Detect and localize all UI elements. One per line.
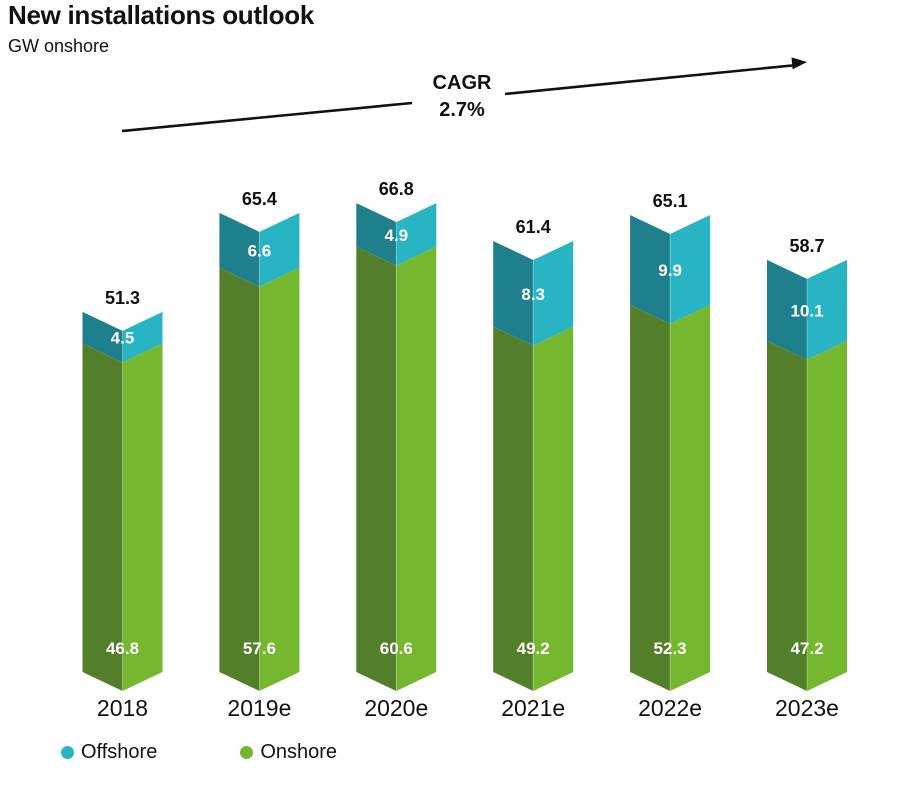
bar-2019e-onshore-left-face xyxy=(219,267,260,691)
x-axis-label-2023e: 2023e xyxy=(775,695,839,721)
legend-label-offshore: Offshore xyxy=(81,741,158,763)
bar-2019e-onshore-right-face xyxy=(259,267,300,691)
x-axis-label-2019e: 2019e xyxy=(227,695,291,721)
bar-2023e-offshore-right-face xyxy=(807,259,847,360)
offshore-value-label-2021e: 8.3 xyxy=(521,285,545,304)
chart-legend: Offshore Onshore xyxy=(61,741,337,764)
offshore-value-label-2019e: 6.6 xyxy=(248,241,272,260)
bar-2022e-offshore-right-face xyxy=(670,214,711,324)
offshore-value-label-2023e: 10.1 xyxy=(790,301,823,320)
cagr-arrow-right-segment xyxy=(504,63,798,96)
cagr-arrow-left-segment xyxy=(121,101,413,133)
legend-item-onshore: Onshore xyxy=(240,741,337,764)
onshore-value-label-2019e: 57.6 xyxy=(243,639,276,658)
bar-2018-onshore-left-face xyxy=(82,343,123,691)
x-axis-label-2021e: 2021e xyxy=(501,695,565,721)
bar-2021e-onshore-left-face xyxy=(493,326,534,691)
total-label-2023e: 58.7 xyxy=(789,236,824,256)
total-label-2020e: 66.8 xyxy=(379,179,414,199)
cagr-label: CAGR xyxy=(432,72,492,94)
bar-2022e-onshore-right-face xyxy=(670,304,711,691)
onshore-value-label-2020e: 60.6 xyxy=(380,639,413,658)
onshore-value-label-2023e: 47.2 xyxy=(790,639,823,658)
onshore-value-label-2022e: 52.3 xyxy=(654,639,687,658)
bar-2023e-onshore-right-face xyxy=(807,340,847,691)
cagr-value: 2.7% xyxy=(439,99,485,121)
total-label-2019e: 65.4 xyxy=(242,189,277,209)
bar-2022e-offshore-left-face xyxy=(630,214,671,324)
bar-2018-onshore-right-face xyxy=(122,343,163,691)
cagr-arrowhead-icon xyxy=(791,57,807,70)
onshore-value-label-2021e: 49.2 xyxy=(517,639,550,658)
onshore-legend-dot-icon xyxy=(240,746,254,759)
bar-2021e-offshore-left-face xyxy=(493,240,534,346)
bar-2018-offshore-right-face xyxy=(122,311,163,363)
bar-2020e-offshore-right-face xyxy=(396,203,437,266)
bar-2023e-onshore-left-face xyxy=(767,340,807,691)
offshore-value-label-2022e: 9.9 xyxy=(658,261,682,280)
page-subtitle: GW onshore xyxy=(8,36,110,56)
bar-2018-offshore-left-face xyxy=(82,311,123,363)
page-title: New installations outlook xyxy=(8,0,314,30)
bar-2021e-offshore-right-face xyxy=(533,240,574,346)
legend-item-offshore: Offshore xyxy=(61,741,157,764)
offshore-value-label-2018: 4.5 xyxy=(111,329,135,348)
bar-2023e-offshore-left-face xyxy=(767,259,807,360)
total-label-2022e: 65.1 xyxy=(653,191,688,211)
offshore-value-label-2020e: 4.9 xyxy=(384,226,408,245)
onshore-value-label-2018: 46.8 xyxy=(106,639,139,658)
x-axis-label-2018: 2018 xyxy=(97,695,148,721)
bar-2020e-offshore-left-face xyxy=(356,203,397,266)
bar-2022e-onshore-left-face xyxy=(630,304,671,691)
bar-2021e-onshore-right-face xyxy=(533,326,574,691)
bar-2019e-offshore-left-face xyxy=(219,212,260,287)
offshore-legend-dot-icon xyxy=(61,746,74,759)
x-axis-label-2022e: 2022e xyxy=(638,695,702,721)
total-label-2021e: 61.4 xyxy=(516,217,551,237)
cagr-annotation: CAGR 2.7% xyxy=(433,70,492,124)
total-label-2018: 51.3 xyxy=(105,288,140,308)
x-axis-label-2020e: 2020e xyxy=(364,695,428,721)
bar-2020e-onshore-right-face xyxy=(396,246,437,691)
bar-2019e-offshore-right-face xyxy=(259,212,300,287)
bar-2020e-onshore-left-face xyxy=(356,246,397,691)
legend-label-onshore: Onshore xyxy=(260,741,338,763)
